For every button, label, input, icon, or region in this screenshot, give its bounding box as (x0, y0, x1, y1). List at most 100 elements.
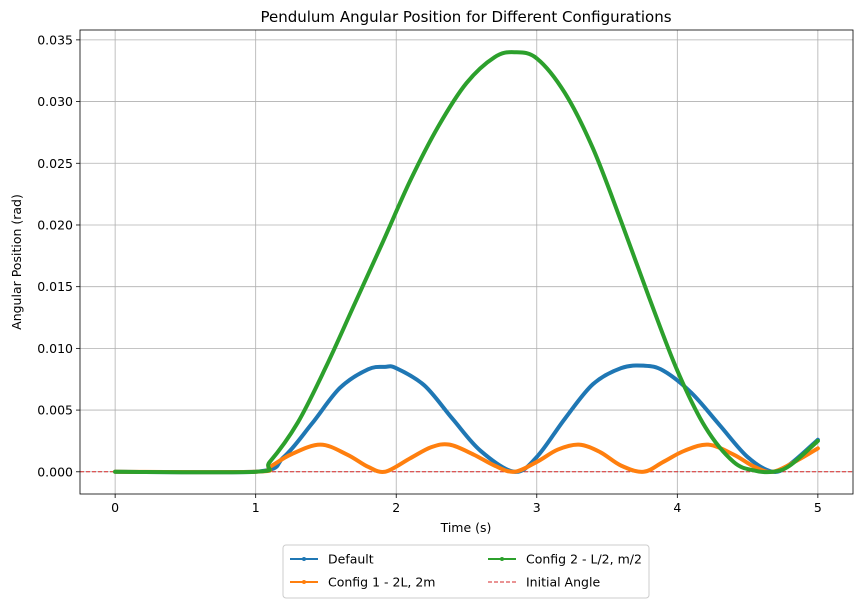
plot-frame (79, 29, 854, 495)
series-1-point (556, 447, 560, 452)
series-0-point (338, 386, 342, 390)
y-tick-label: 0.010 (37, 341, 73, 356)
y-tick-label: 0.005 (37, 403, 73, 418)
series-1-point (598, 450, 602, 454)
series-0-point (563, 417, 567, 421)
series-2-point (254, 470, 258, 474)
x-tick-label: 5 (814, 500, 822, 515)
y-axis-label: Angular Position (rad) (9, 194, 24, 330)
series-2-point (731, 460, 736, 464)
series-2-point (753, 468, 757, 473)
legend-entry: Config 1 - 2L, 2m (290, 575, 435, 590)
y-tick-label: 0.015 (37, 279, 73, 294)
plot-background (80, 30, 853, 494)
series-2-point (296, 420, 300, 425)
series-1-point (535, 460, 539, 464)
series-2-point (512, 50, 516, 54)
legend-label: Config 2 - L/2, m/2 (526, 552, 642, 567)
series-1-point (682, 449, 686, 453)
x-tick-label: 3 (533, 500, 541, 515)
series-2-point (324, 365, 328, 369)
series-2-point (464, 81, 469, 85)
series-2-point (816, 439, 820, 443)
series-2-point (675, 368, 679, 373)
legend-entry: Default (290, 552, 374, 567)
series-2-point (535, 56, 539, 60)
series-0-point (535, 455, 539, 459)
legend-label: Default (328, 552, 374, 567)
series-1-point (366, 465, 370, 469)
series-0-point (689, 391, 693, 395)
series-2-point (788, 464, 792, 468)
series-2-point (771, 470, 775, 474)
series-1-point (448, 443, 452, 447)
series-2-point (380, 241, 384, 246)
y-tick-label: 0.035 (37, 32, 73, 47)
series-0-point (310, 422, 314, 426)
series-1-point (429, 445, 433, 449)
legend-entry: Initial Angle (488, 575, 600, 590)
series-1-point (318, 443, 322, 447)
series-1-point (753, 465, 757, 469)
series-0-point (366, 367, 370, 371)
series-1-point (706, 443, 710, 447)
y-tick-label: 0.030 (37, 94, 73, 109)
series-layer (80, 50, 853, 475)
series-1-point (512, 470, 516, 474)
series-0-point (450, 417, 455, 421)
y-tick-label: 0.000 (37, 464, 73, 479)
series-1-point (383, 470, 387, 474)
series-2-point (113, 470, 117, 474)
x-tick-label: 4 (673, 500, 681, 515)
y-tick-label: 0.025 (37, 156, 73, 171)
grid (80, 30, 853, 494)
series-2-point (619, 219, 623, 223)
x-axis-ticks: 0 1 2 3 4 5 (111, 494, 822, 515)
series-0-point (591, 382, 595, 386)
series-2-point (436, 124, 440, 128)
legend-marker (302, 557, 306, 561)
x-tick-label: 1 (252, 500, 260, 515)
legend-marker (500, 557, 504, 561)
series-1-point (619, 464, 623, 468)
chart-title: Pendulum Angular Position for Different … (260, 8, 671, 26)
series-1-point (641, 470, 646, 474)
y-axis-ticks: 0.000 0.005 0.010 0.015 0.020 0.025 0.030 0.035 (37, 32, 80, 479)
series-0-point (717, 423, 722, 427)
series-2-point (268, 460, 272, 464)
series-1-point (816, 446, 820, 450)
series-1-point (731, 452, 736, 457)
legend: Default Config 1 - 2L, 2m Config 2 - L/2, … (282, 544, 650, 599)
series-0-point (745, 455, 750, 459)
series-2-point (493, 55, 497, 59)
series-0-point (394, 366, 398, 370)
series-0-point (661, 368, 665, 373)
series-2-point (408, 178, 412, 183)
series-1-point (493, 464, 497, 468)
legend-label: Config 1 - 2L, 2m (328, 575, 435, 590)
series-2-point (591, 146, 595, 151)
series-1-point (408, 456, 412, 460)
y-tick-label: 0.020 (37, 217, 73, 232)
series-0-point (422, 383, 426, 388)
series-2-point (703, 425, 708, 429)
series-2-point (352, 303, 356, 307)
legend-marker (302, 580, 306, 584)
x-axis-label: Time (s) (440, 520, 492, 535)
series-1-point (471, 452, 476, 457)
x-tick-label: 2 (392, 500, 400, 515)
series-0-point (619, 366, 623, 370)
series-0-point (641, 364, 646, 368)
series-1-point (289, 452, 293, 457)
legend-entry: Config 2 - L/2, m/2 (488, 552, 642, 567)
series-2-point (563, 91, 567, 95)
series-1-point (577, 443, 581, 447)
legend-label: Initial Angle (526, 575, 600, 590)
series-0-point (478, 449, 483, 453)
series-0-point (383, 365, 387, 369)
series-2-point (647, 296, 651, 300)
series-1-point (345, 452, 349, 457)
